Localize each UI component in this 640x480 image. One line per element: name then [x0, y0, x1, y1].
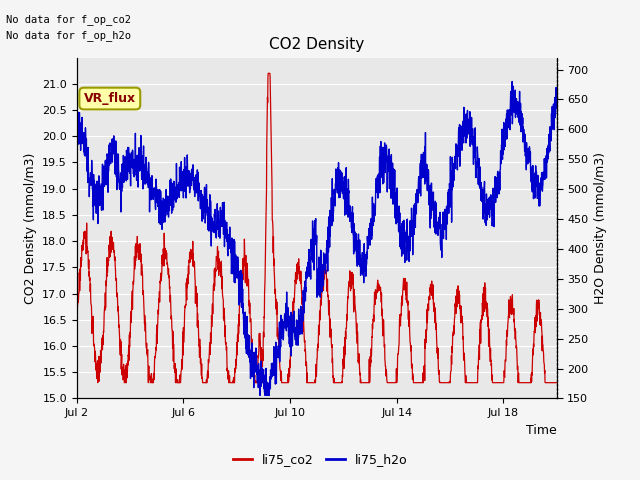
- Y-axis label: H2O Density (mmol/m3): H2O Density (mmol/m3): [594, 152, 607, 304]
- Y-axis label: CO2 Density (mmol/m3): CO2 Density (mmol/m3): [24, 152, 36, 304]
- Text: No data for f_op_h2o: No data for f_op_h2o: [6, 30, 131, 41]
- Text: VR_flux: VR_flux: [84, 92, 136, 105]
- Legend: li75_co2, li75_h2o: li75_co2, li75_h2o: [228, 448, 412, 471]
- X-axis label: Time: Time: [526, 424, 557, 437]
- Title: CO2 Density: CO2 Density: [269, 37, 364, 52]
- Text: No data for f_op_co2: No data for f_op_co2: [6, 13, 131, 24]
